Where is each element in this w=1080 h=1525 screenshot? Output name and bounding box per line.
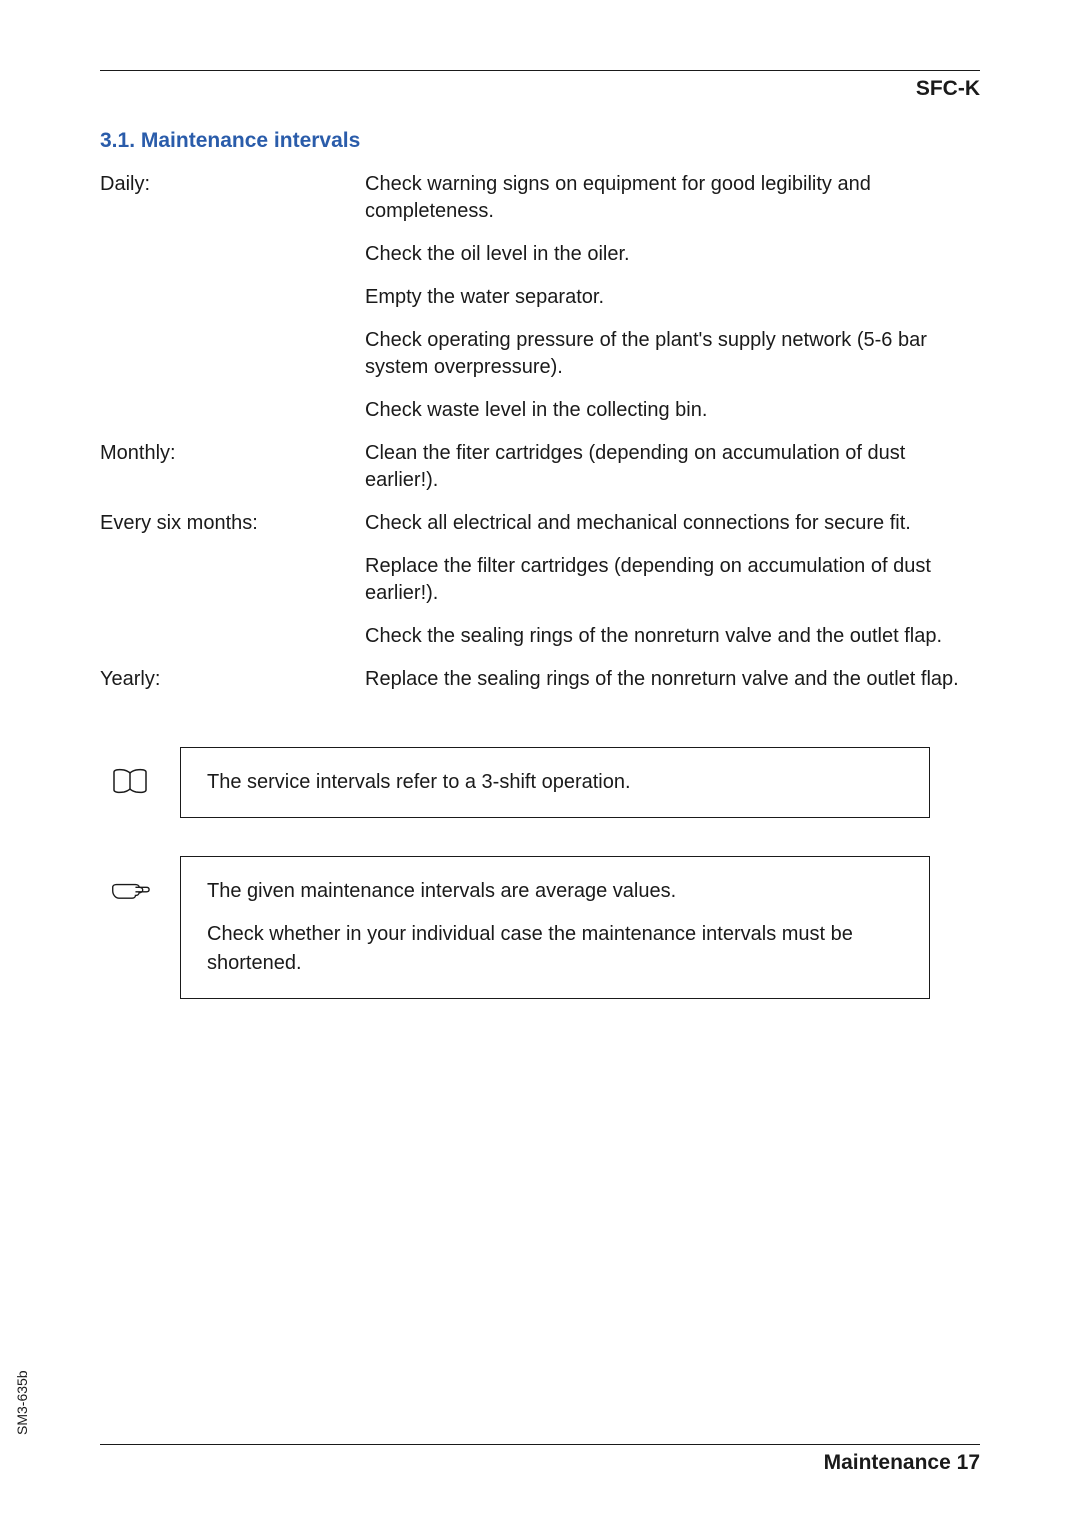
table-row: Check the oil level in the oiler. [100,241,980,284]
interval-item: Replace the filter cartridges (depending… [365,553,980,623]
interval-label: Every six months: [100,510,365,553]
table-row: Check operating pressure of the plant's … [100,327,980,397]
interval-item: Clean the fiter cartridges (depending on… [365,440,980,510]
interval-item: Check warning signs on equipment for goo… [365,171,980,241]
book-icon [100,747,160,801]
table-row: Daily: Check warning signs on equipment … [100,171,980,241]
footer-page-number: 17 [957,1451,980,1474]
footer-section: Maintenance [824,1451,951,1474]
maintenance-intervals-table: Daily: Check warning signs on equipment … [100,171,980,709]
interval-item: Check the sealing rings of the nonreturn… [365,623,980,666]
note-text: Check whether in your individual case th… [207,920,903,978]
interval-label: Yearly: [100,666,365,709]
table-row: Monthly: Clean the fiter cartridges (dep… [100,440,980,510]
note-row-hand: The given maintenance intervals are aver… [100,856,980,999]
note-text: The service intervals refer to a 3-shift… [207,768,903,797]
footer-divider [100,1444,980,1445]
interval-item: Check all electrical and mechanical conn… [365,510,980,553]
note-text: The given maintenance intervals are aver… [207,877,903,906]
interval-label: Daily: [100,171,365,241]
interval-item: Check waste level in the collecting bin. [365,397,980,440]
interval-item: Empty the water separator. [365,284,980,327]
table-row: Replace the filter cartridges (depending… [100,553,980,623]
note-row-book: The service intervals refer to a 3-shift… [100,747,980,818]
section-heading: 3.1. Maintenance intervals [100,129,980,153]
table-row: Check the sealing rings of the nonreturn… [100,623,980,666]
note-box: The service intervals refer to a 3-shift… [180,747,930,818]
interval-item: Replace the sealing rings of the nonretu… [365,666,980,709]
interval-item: Check the oil level in the oiler. [365,241,980,284]
table-row: Check waste level in the collecting bin. [100,397,980,440]
pointing-hand-icon [100,856,160,910]
side-doc-label: SM3-635b [14,1370,30,1435]
section-number: 3.1. [100,129,135,152]
footer-page-ref: Maintenance 17 [100,1451,980,1475]
interval-label: Monthly: [100,440,365,510]
footer: Maintenance 17 [100,1444,980,1475]
table-row: Yearly: Replace the sealing rings of the… [100,666,980,709]
note-box: The given maintenance intervals are aver… [180,856,930,999]
header-divider [100,70,980,71]
section-title: Maintenance intervals [141,129,360,152]
table-row: Empty the water separator. [100,284,980,327]
interval-item: Check operating pressure of the plant's … [365,327,980,397]
header-doc-code: SFC-K [100,77,980,101]
table-row: Every six months: Check all electrical a… [100,510,980,553]
